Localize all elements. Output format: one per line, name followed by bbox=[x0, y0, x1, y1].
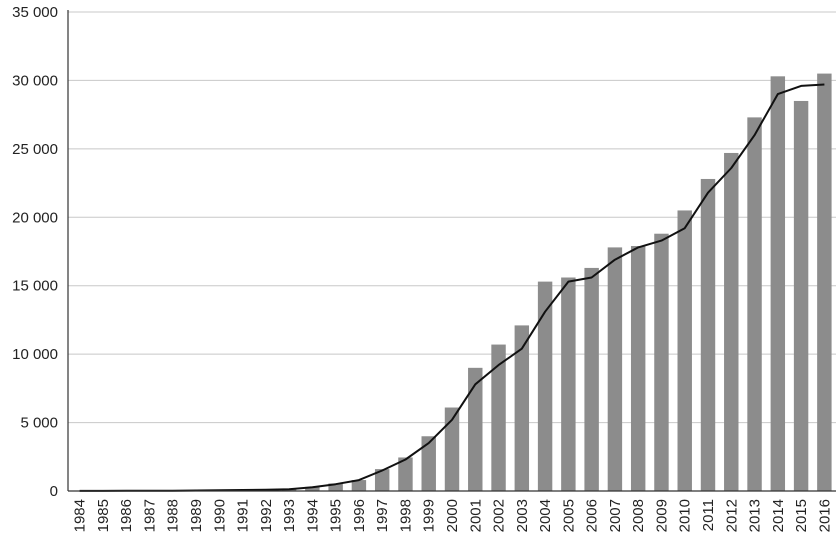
x-tick-label: 1984 bbox=[72, 499, 89, 532]
bar bbox=[770, 76, 786, 491]
bar bbox=[374, 469, 390, 491]
x-tick-label: 1986 bbox=[118, 499, 135, 532]
x-tick-label: 1995 bbox=[328, 499, 345, 532]
bar bbox=[561, 277, 576, 491]
bar bbox=[444, 407, 460, 491]
y-tick-label: 20 000 bbox=[12, 209, 58, 226]
x-tick-label: 1994 bbox=[304, 499, 321, 532]
x-tick-label: 1991 bbox=[235, 499, 252, 532]
x-tick-label: 2009 bbox=[653, 499, 670, 532]
y-tick-label: 30 000 bbox=[12, 72, 58, 89]
y-tick-label: 15 000 bbox=[12, 278, 58, 295]
x-tick-label: 1988 bbox=[165, 499, 182, 532]
bar bbox=[817, 73, 832, 491]
y-tick-label: 10 000 bbox=[12, 346, 58, 363]
x-tick-label: 2008 bbox=[630, 499, 647, 532]
bar bbox=[724, 152, 739, 491]
y-tick-label: 25 000 bbox=[12, 141, 58, 158]
x-tick-label: 1985 bbox=[95, 499, 112, 532]
x-tick-label: 1997 bbox=[374, 499, 391, 532]
bar bbox=[514, 325, 530, 491]
axes bbox=[67, 10, 836, 492]
x-tick-label: 2013 bbox=[747, 499, 764, 532]
x-tick-label: 1989 bbox=[188, 499, 205, 532]
bar bbox=[793, 100, 809, 491]
x-tick-label: 2010 bbox=[677, 499, 694, 532]
bars bbox=[72, 73, 832, 492]
bar bbox=[537, 281, 553, 491]
bar bbox=[584, 267, 599, 491]
x-tick-label: 2015 bbox=[793, 499, 810, 532]
x-tick-label: 2003 bbox=[514, 499, 531, 532]
x-tick-label: 2005 bbox=[560, 499, 577, 532]
x-tick-label: 1993 bbox=[281, 499, 298, 532]
bar bbox=[630, 246, 646, 491]
x-tick-label: 1992 bbox=[258, 499, 275, 532]
x-tick-label: 2011 bbox=[700, 499, 717, 531]
bar bbox=[468, 367, 483, 491]
bar bbox=[700, 178, 716, 492]
bar bbox=[607, 247, 623, 491]
x-tick-label: 2007 bbox=[607, 499, 624, 532]
bar bbox=[677, 210, 692, 491]
x-tick-label: 2006 bbox=[584, 499, 601, 532]
y-tick-label: 0 bbox=[50, 483, 58, 500]
x-tick-label: 2004 bbox=[537, 499, 554, 532]
y-tick-labels: 0 5 000 10 000 15 000 20 000 25 000 30 000 35 0… bbox=[12, 4, 58, 500]
gridlines bbox=[68, 11, 836, 424]
x-tick-label: 1999 bbox=[421, 499, 438, 532]
y-tick-label: 35 000 bbox=[12, 4, 58, 21]
y-tick-label: 5 000 bbox=[20, 415, 58, 432]
x-tick-labels: 1984 1985 1986 1987 1988 1989 1990 1991 1992 1993… bbox=[72, 499, 834, 532]
x-tick-label: 2016 bbox=[816, 499, 833, 532]
bar bbox=[305, 486, 320, 491]
x-tick-label: 1987 bbox=[141, 499, 158, 532]
bar bbox=[654, 233, 669, 492]
bar bbox=[747, 117, 762, 491]
bar bbox=[491, 344, 506, 491]
bar bbox=[351, 480, 367, 491]
x-tick-label: 2012 bbox=[723, 499, 740, 532]
x-tick-label: 2014 bbox=[770, 499, 787, 532]
bar bbox=[398, 457, 413, 491]
x-tick-label: 1998 bbox=[397, 499, 414, 532]
bar bbox=[421, 436, 436, 491]
x-tick-label: 1990 bbox=[211, 499, 228, 532]
bar bbox=[328, 483, 343, 491]
x-tick-label: 2000 bbox=[444, 499, 461, 532]
x-tick-label: 2001 bbox=[467, 499, 484, 532]
x-tick-label: 2002 bbox=[491, 499, 508, 532]
x-tick-label: 1996 bbox=[351, 499, 368, 532]
